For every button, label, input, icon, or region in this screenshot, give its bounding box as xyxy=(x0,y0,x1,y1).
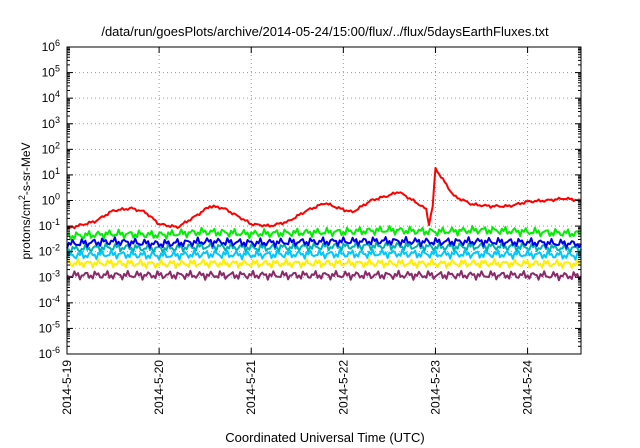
x-tick-label: 2014-5-22 xyxy=(336,360,350,415)
y-tick-label-exponent: -5 xyxy=(52,319,60,329)
series-line-4 xyxy=(66,248,582,261)
y-tick-label-exponent: 2 xyxy=(55,140,60,150)
y-tick-label-exponent: -1 xyxy=(52,217,60,227)
series-lines xyxy=(66,166,582,282)
x-axis-label: Coordinated Universal Time (UTC) xyxy=(225,430,424,445)
y-tick-label-base: 10 xyxy=(42,168,56,182)
y-tick-label: 10-2 xyxy=(39,243,60,259)
x-tick-label: 2014-5-19 xyxy=(60,360,74,415)
y-tick-label: 105 xyxy=(42,64,60,80)
y-tick-label-base: 10 xyxy=(42,91,56,105)
y-tick-label-base: 10 xyxy=(39,245,53,259)
plot-frame xyxy=(66,46,582,355)
y-tick-label-exponent: 4 xyxy=(55,89,60,99)
y-tick-label-exponent: 6 xyxy=(55,38,60,48)
y-axis-label: protons/cm2-s-sr-MeV xyxy=(17,142,33,259)
series-line-0 xyxy=(66,166,582,230)
series-line-1 xyxy=(66,225,582,241)
y-axis-label-unit: protons/cm xyxy=(19,200,33,259)
y-tick-label: 106 xyxy=(42,38,60,54)
y-tick-label-base: 10 xyxy=(39,321,53,335)
series-line-6 xyxy=(66,269,582,282)
y-tick-label-exponent: 5 xyxy=(55,64,60,74)
x-tick-label: 2014-5-20 xyxy=(152,360,166,415)
y-tick-label: 10-3 xyxy=(39,268,60,284)
y-tick-label: 102 xyxy=(42,140,60,156)
y-axis-label-exponent: 2 xyxy=(17,195,27,200)
y-tick-label: 10-6 xyxy=(39,345,60,361)
y-tick-label: 103 xyxy=(42,115,60,131)
y-tick-label-exponent: 3 xyxy=(55,115,60,125)
y-tick-label-base: 10 xyxy=(42,66,56,80)
y-tick-label: 10-5 xyxy=(39,319,60,335)
y-tick-label-base: 10 xyxy=(39,219,53,233)
y-tick-label-exponent: -6 xyxy=(52,345,60,355)
x-tick-label: 2014-5-23 xyxy=(428,360,442,415)
y-tick-label: 10-1 xyxy=(39,217,60,233)
y-tick-labels: 10-610-510-410-310-210-11001011021031041… xyxy=(39,38,60,361)
y-tick-label-base: 10 xyxy=(39,347,53,361)
y-tick-label: 10-4 xyxy=(39,294,60,310)
series-line-2 xyxy=(66,240,582,255)
y-tick-label-exponent: -2 xyxy=(52,243,60,253)
x-tick-labels: 2014-5-19 2014-5-20 2014-5-21 2014-5-22 2014… xyxy=(60,360,535,415)
y-tick-label-exponent: -4 xyxy=(52,294,60,304)
y-tick-label: 100 xyxy=(42,192,60,208)
y-tick-label: 104 xyxy=(42,89,60,105)
y-tick-label-base: 10 xyxy=(39,296,53,310)
y-tick-label-base: 10 xyxy=(42,142,56,156)
y-tick-label-exponent: -3 xyxy=(52,268,60,278)
y-tick-label-base: 10 xyxy=(42,194,56,208)
y-tick-label-base: 10 xyxy=(42,40,56,54)
y-axis-label-rest: -s-sr-MeV xyxy=(19,142,33,195)
y-tick-label-base: 10 xyxy=(42,117,56,131)
x-tick-label: 2014-5-24 xyxy=(521,360,535,415)
axes xyxy=(66,46,582,355)
grid-lines xyxy=(67,47,581,354)
y-tick-label-exponent: 0 xyxy=(55,192,60,202)
series-line-5 xyxy=(66,257,582,269)
x-tick-label: 2014-5-21 xyxy=(244,360,258,415)
y-tick-label: 101 xyxy=(42,166,60,182)
chart-title: /data/run/goesPlots/archive/2014-05-24/1… xyxy=(101,24,549,39)
y-tick-label-base: 10 xyxy=(39,270,53,284)
series-line-3 xyxy=(66,236,582,249)
y-tick-label-exponent: 1 xyxy=(55,166,60,176)
